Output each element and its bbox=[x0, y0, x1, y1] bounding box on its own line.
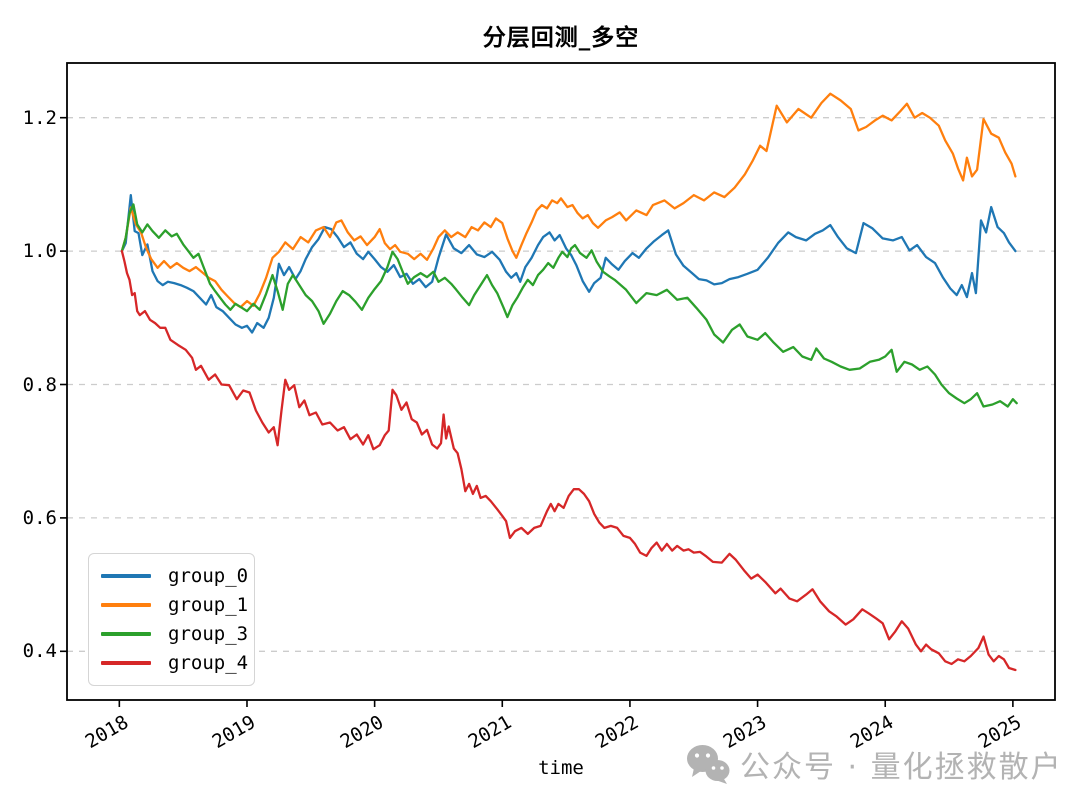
legend-label-group_0: group_0 bbox=[168, 565, 249, 587]
legend-label-group_4: group_4 bbox=[168, 652, 249, 674]
series-line-group_3 bbox=[120, 203, 1018, 408]
legend-item-group_3: group_3 bbox=[101, 623, 248, 645]
legend-label-group_1: group_1 bbox=[168, 594, 249, 616]
legend-swatch-group_0 bbox=[101, 574, 151, 578]
legend-item-group_1: group_1 bbox=[101, 594, 248, 616]
watermark: 公众号 · 量化拯救散户 bbox=[686, 742, 1063, 786]
legend-item-group_0: group_0 bbox=[101, 565, 248, 587]
y-tick-label-0.6: 0.6 bbox=[22, 506, 57, 529]
series-line-group_0 bbox=[120, 193, 1017, 334]
y-tick-label-0.8: 0.8 bbox=[22, 373, 57, 396]
legend-item-group_4: group_4 bbox=[101, 652, 248, 674]
series-line-group_4 bbox=[120, 249, 1017, 672]
axes-spines bbox=[66, 62, 1056, 701]
legend-swatch-group_3 bbox=[101, 632, 151, 636]
legend-box: group_0 group_1 group_3 group_4 bbox=[88, 553, 255, 686]
wechat-icon bbox=[687, 745, 730, 784]
y-tick-label-1.2: 1.2 bbox=[22, 106, 57, 129]
legend-swatch-group_1 bbox=[101, 603, 151, 607]
watermark-text: 公众号 · 量化拯救散户 bbox=[740, 750, 1063, 785]
y-tick-label-0.4: 0.4 bbox=[22, 640, 57, 663]
legend-label-group_3: group_3 bbox=[168, 623, 249, 645]
legend-swatch-group_4 bbox=[101, 661, 151, 665]
x-axis-label: time bbox=[538, 757, 584, 779]
chart-title: 分层回测_多空 bbox=[482, 25, 640, 51]
series-line-group_1 bbox=[120, 92, 1017, 309]
y-tick-label-1.0: 1.0 bbox=[22, 240, 57, 263]
